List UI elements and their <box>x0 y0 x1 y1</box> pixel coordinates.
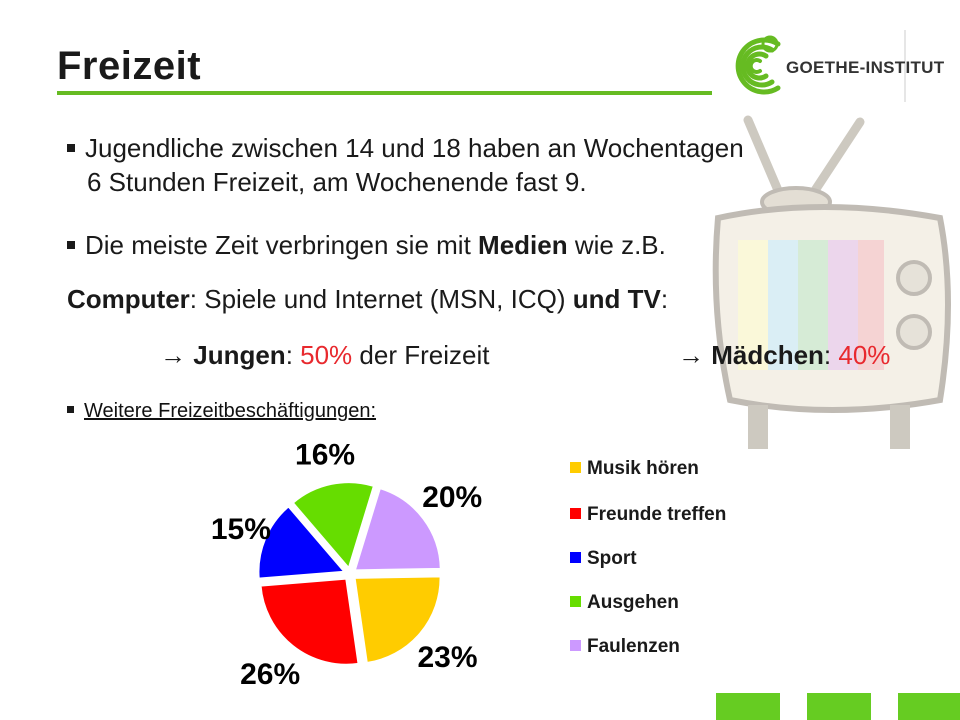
separator: : <box>823 340 839 370</box>
arrow-right-icon: → <box>160 340 186 370</box>
legend-label: Freunde treffen <box>587 504 727 525</box>
computer-text: : Spiele und Internet (MSN, ICQ) <box>189 284 573 314</box>
pie-slice-3 <box>257 505 347 580</box>
legend-item: Ausgehen <box>570 592 679 614</box>
legend-item: Freunde treffen <box>570 504 726 526</box>
bullet-text: Die meiste Zeit verbringen sie mit <box>85 230 479 260</box>
bullet-media: Die meiste Zeit verbringen sie mit Medie… <box>67 228 666 262</box>
pie-slice-4 <box>291 481 376 571</box>
computer-label: Computer <box>67 284 190 314</box>
boys-text: der Freizeit <box>352 340 490 370</box>
pie-value-label: 16% <box>295 439 355 472</box>
legend-swatch <box>570 462 581 474</box>
boys-stat: → Jungen: 50% der Freizeit <box>160 338 489 372</box>
bullet-freizeit-hours: Jugendliche zwischen 14 und 18 haben an … <box>67 131 897 199</box>
nav-square-icon[interactable] <box>898 693 960 720</box>
bullet-text-continued: 6 Stunden Freizeit, am Wochenende fast 9… <box>87 167 587 197</box>
bullet-square-icon <box>67 406 74 414</box>
legend-label: Ausgehen <box>587 592 679 613</box>
legend-item: Faulenzen <box>570 636 680 658</box>
girls-label: Mädchen <box>711 340 824 370</box>
separator: : <box>285 340 301 370</box>
goethe-logo-icon <box>735 30 906 102</box>
pie-slice-5 <box>353 486 442 572</box>
legend-swatch <box>570 640 581 652</box>
page-title: Freizeit <box>57 44 202 88</box>
legend-label: Sport <box>587 548 637 569</box>
legend-label: Faulenzen <box>587 636 680 657</box>
colon: : <box>660 284 669 314</box>
computer-tv-line: Computer: Spiele und Internet (MSN, ICQ)… <box>67 282 668 316</box>
bullet-bold-text: Medien <box>478 230 568 260</box>
legend-swatch <box>570 596 581 608</box>
pie-value-label: 23% <box>417 641 477 674</box>
boys-label: Jungen <box>193 340 286 370</box>
more-activities-text: Weitere Freizeitbeschäftigungen: <box>84 400 377 422</box>
title-underline <box>57 91 712 95</box>
legend-label: Musik hören <box>587 458 699 479</box>
tv-illustration-icon <box>712 115 951 449</box>
nav-square-icon[interactable] <box>807 693 871 720</box>
pie-value-label: 20% <box>422 481 482 514</box>
logo-text: GOETHE-INSTITUT <box>786 58 945 77</box>
girls-stat: → Mädchen: 40% <box>678 338 890 372</box>
pie-slice-2 <box>259 577 360 666</box>
bullet-square-icon <box>67 241 75 250</box>
bullet-text: Jugendliche zwischen 14 und 18 haben an … <box>85 133 744 163</box>
legend-item: Sport <box>570 548 637 570</box>
arrow-right-icon: → <box>678 340 704 370</box>
pie-value-label: 26% <box>240 658 300 691</box>
pie-slice-1 <box>353 575 442 665</box>
legend-item: Musik hören <box>570 458 699 480</box>
girls-value: 40% <box>838 340 891 370</box>
pie-value-label: 15% <box>211 513 271 546</box>
tv-label: und TV <box>572 284 661 314</box>
nav-square-icon[interactable] <box>716 693 780 720</box>
bullet-text: wie z.B. <box>567 230 666 260</box>
bullet-square-icon <box>67 144 75 153</box>
more-activities-heading: Weitere Freizeitbeschäftigungen: <box>67 398 376 424</box>
boys-value: 50% <box>300 340 353 370</box>
legend-swatch <box>570 552 581 564</box>
legend-swatch <box>570 508 581 520</box>
